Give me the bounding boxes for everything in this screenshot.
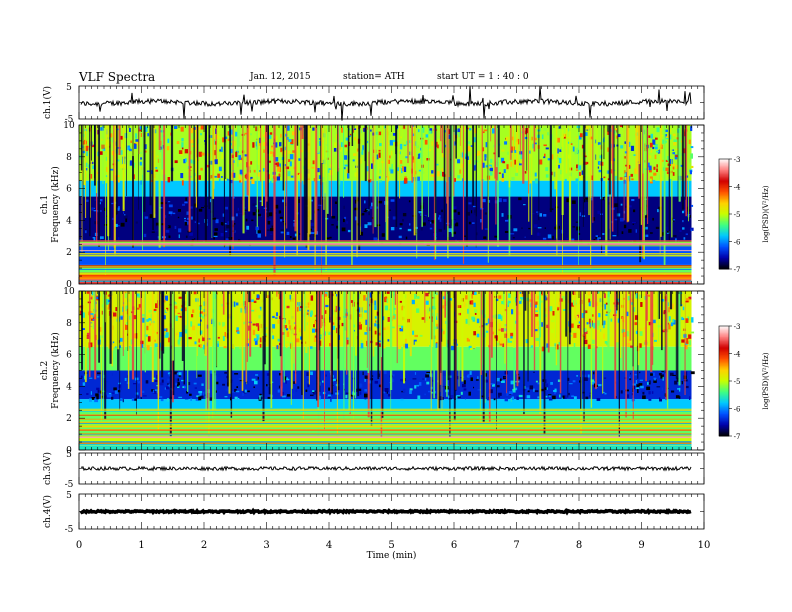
ch2-spectrogram-image [79,291,704,450]
ch4-waveform-trace [79,507,692,516]
ch3-waveform-ylabel: ch.3(V) [42,452,53,485]
colorbar-ch2 [718,325,732,437]
ch2-spectrogram-ytick-8: 8 [66,319,72,329]
colorbar-ch1-tick--3: -3 [734,156,741,164]
colorbar-ch1-tick--4: -4 [734,184,741,192]
date-label: Jan. 12, 2015 [250,72,311,82]
ch1-spectrogram-band-2 [79,264,692,273]
xtick-7: 7 [513,540,519,551]
x-axis-label: Time (min) [367,550,417,561]
ch3-waveform-ytick-top: 5 [66,450,72,460]
colorbar-ch2-tick--3: -3 [734,323,741,331]
ch2-spectrogram-ytick-0: 0 [66,446,72,456]
figure-title: VLF Spectra [79,70,156,84]
colorbar-ch1 [718,158,732,270]
ch1-spectrogram-image [79,125,704,284]
xtick-5: 5 [388,540,394,551]
colorbar-ch1-tick--5: -5 [734,211,741,219]
xtick-2: 2 [201,540,207,551]
xtick-0: 0 [76,540,82,551]
xtick-9: 9 [638,540,644,551]
ch1-waveform-ytick-bottom: -5 [65,115,74,125]
ch1-waveform-ylabel: ch.1(V) [42,86,53,119]
ch2-spectrogram-ytick-4: 4 [66,382,72,392]
xtick-10: 10 [698,540,711,551]
ch2-spectrogram-band-1 [79,434,692,446]
ch2-spectrogram-ytick-10: 10 [63,287,75,297]
ch2-spectrogram-ytick-6: 6 [66,351,72,361]
ch3-waveform-trace [80,465,692,472]
ch4-waveform-ytick-bottom: -5 [65,525,74,535]
ch3-waveform-ytick-bottom: -5 [65,480,74,490]
colorbar-ch2-tick--5: -5 [734,378,741,386]
xtick-3: 3 [263,540,269,551]
ch2-spectrogram-ytick-2: 2 [66,414,72,424]
ch2-spectrogram-band-3 [79,399,692,411]
ch1-spectrogram-ytick-10: 10 [63,121,75,131]
station-label: station= ATH [343,72,405,82]
ch4-waveform-ytick-top: 5 [66,491,72,501]
ch2-spectrogram-band-5 [79,346,692,371]
ch1-spectrogram-ylabel-frequency: Frequency (kHz) [50,166,61,243]
ch1-spectrogram-ylabel-channel: ch.1 [40,195,50,214]
ch1-spectrogram-ytick-8: 8 [66,153,72,163]
ch1-spectrogram-ytick-2: 2 [66,248,72,258]
ch4-waveform-ylabel: ch.4(V) [42,495,53,528]
ch1-waveform-trace [80,86,692,121]
xtick-4: 4 [326,540,332,551]
ch1-spectrogram-ytick-0: 0 [66,280,72,290]
ch2-spectrogram-ylabel-channel: ch.2 [40,361,50,380]
start-time-label: start UT = 1 : 40 : 0 [437,72,529,82]
colorbar-ch1-tick--7: -7 [734,266,741,274]
colorbar-ch1-tick--6: -6 [734,239,741,247]
colorbar-ch2-tick--4: -4 [734,351,741,359]
ch1-spectrogram-ytick-6: 6 [66,185,72,195]
colorbar-ch1-label: log(PSD)(V²/Hz) [762,185,770,242]
xtick-1: 1 [138,540,144,551]
ch1-spectrogram-ytick-4: 4 [66,216,72,226]
ch1-spectrogram-band-1 [79,272,692,280]
colorbar-ch2-label: log(PSD)(V²/Hz) [762,352,770,409]
xtick-8: 8 [576,540,582,551]
colorbar-ch2-tick--7: -7 [734,433,741,441]
colorbar-ch2-tick--6: -6 [734,406,741,414]
ch2-spectrogram-ylabel-frequency: Frequency (kHz) [50,332,61,409]
xtick-6: 6 [451,540,457,551]
ch1-waveform-ytick-top: 5 [66,83,72,93]
